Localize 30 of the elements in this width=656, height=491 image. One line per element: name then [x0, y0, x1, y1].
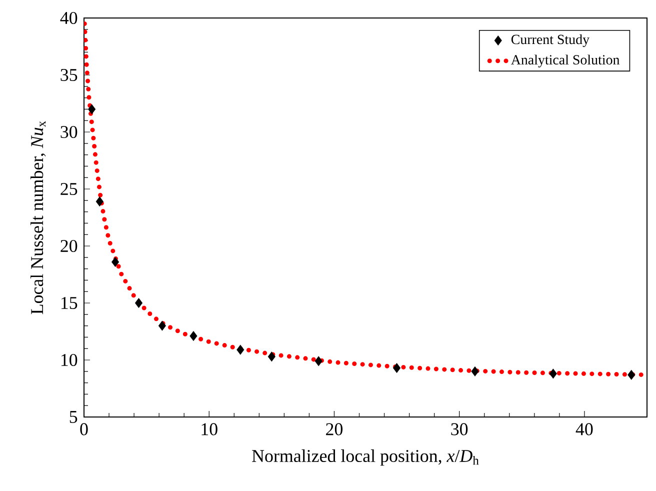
y-tick-label: 10	[61, 354, 78, 366]
x-tick-label: 40	[576, 423, 593, 436]
point	[88, 104, 96, 114]
y-axis-title: Local Nusselt number, Nu$_{x}$	[30, 120, 46, 314]
y-tick-label: 5	[70, 411, 78, 423]
y-tick-label: 40	[60, 12, 78, 24]
legend-label: Analytical Solution	[511, 54, 620, 68]
x-axis-title: Normalized local position, x/D$_{h}$	[252, 449, 479, 466]
x-tick-label: 0	[80, 423, 88, 436]
point	[96, 196, 104, 207]
point	[111, 256, 120, 268]
point	[134, 298, 143, 308]
x-tick-label: 30	[451, 423, 468, 436]
point	[549, 368, 557, 379]
y-tick-label: 35	[60, 68, 78, 82]
point	[314, 356, 322, 366]
point	[628, 370, 636, 380]
x-tick-label: 10	[202, 423, 218, 436]
y-tick-label: 15	[61, 296, 78, 309]
y-tick-label: 30	[60, 126, 78, 138]
point	[190, 331, 198, 342]
point	[392, 362, 401, 374]
y-tick-label: 25	[60, 182, 78, 196]
point	[158, 320, 166, 331]
legend-label: Current Study	[511, 34, 590, 48]
point	[236, 344, 244, 355]
y-tick-label: 20	[60, 240, 78, 252]
x-tick-label: 20	[326, 423, 343, 436]
point	[471, 366, 479, 376]
point	[268, 352, 276, 362]
